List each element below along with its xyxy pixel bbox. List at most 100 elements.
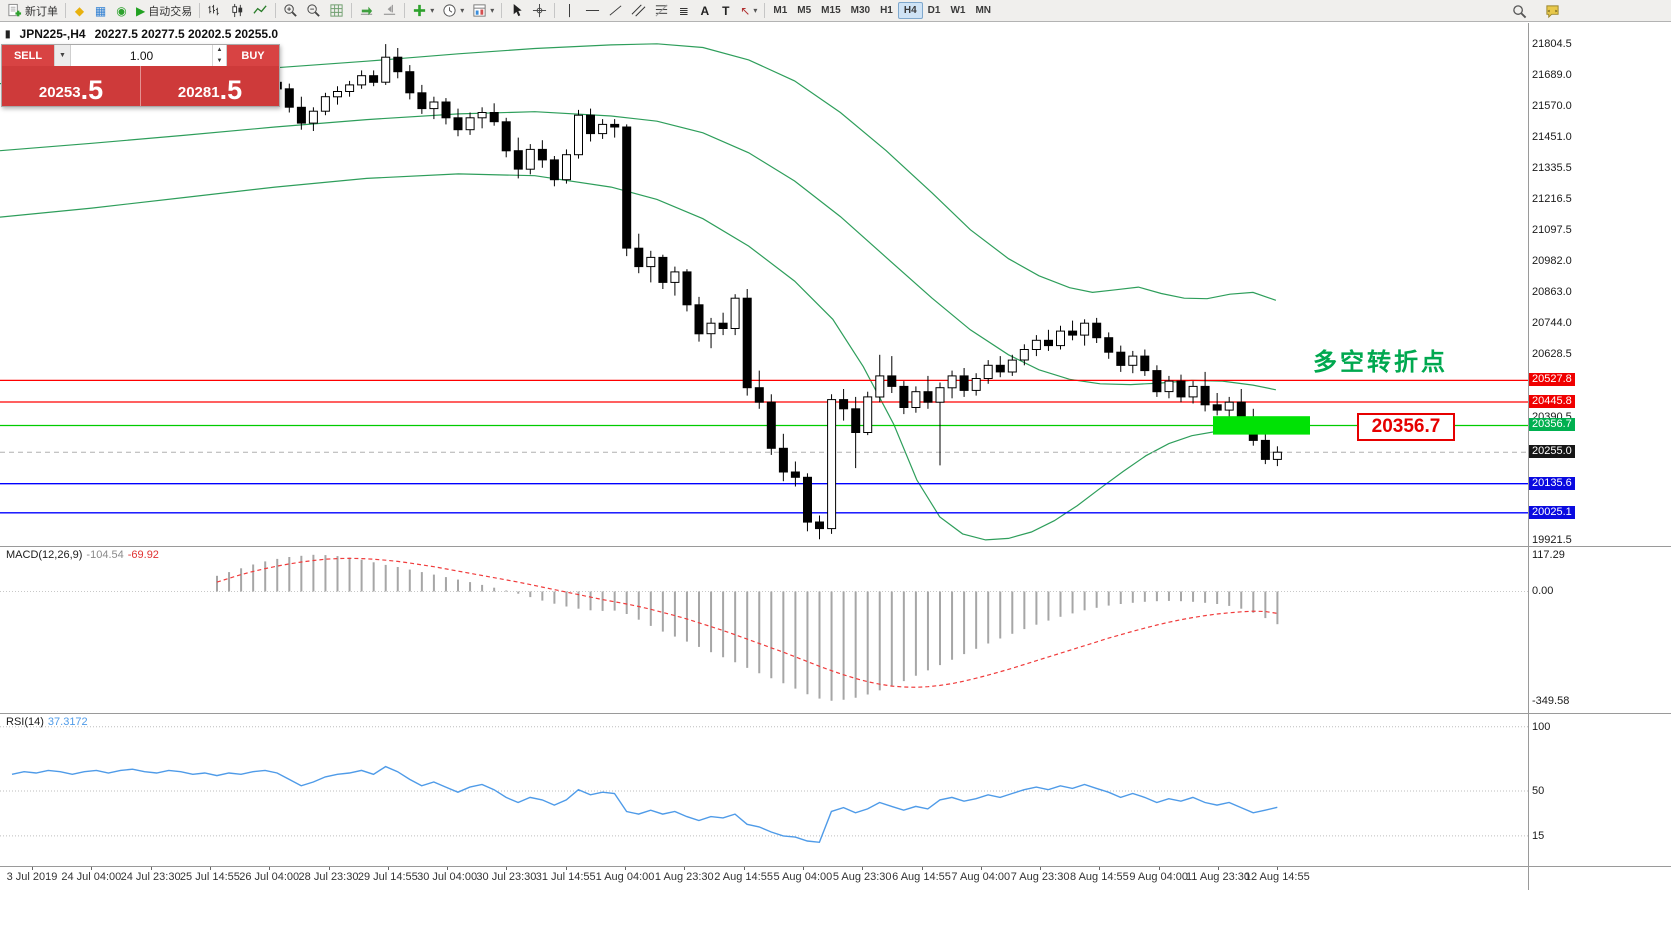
volume-field[interactable]: 1.00 ▲ ▼ xyxy=(71,45,227,66)
timeframe-w1-button[interactable]: W1 xyxy=(945,2,970,19)
zoom-out-button[interactable] xyxy=(302,1,325,20)
market-watch-button[interactable]: ◆ xyxy=(69,1,90,20)
highlight-rect[interactable] xyxy=(1213,416,1310,435)
clock-icon xyxy=(443,4,456,17)
turning-point-annotation[interactable]: 多空转折点 xyxy=(1313,349,1448,376)
periods-button[interactable]: ▾ xyxy=(438,1,468,20)
fibonacci-tool-button[interactable] xyxy=(650,1,673,20)
time-tick xyxy=(684,867,686,870)
time-axis-label: 7 Aug 04:00 xyxy=(951,871,1011,883)
arrows-tool-button[interactable]: ↖ ▾ xyxy=(736,1,761,20)
channel-tool-button[interactable] xyxy=(627,1,650,20)
zoom-out-icon xyxy=(307,4,321,17)
candle xyxy=(525,144,535,175)
candle xyxy=(308,107,318,131)
sell-button[interactable]: SELL xyxy=(2,45,54,66)
candle xyxy=(284,83,294,113)
price-callout-box[interactable]: 20356.7 xyxy=(1357,413,1455,441)
main-chart-canvas[interactable] xyxy=(0,23,1528,546)
pitchfork-tool-button[interactable]: ≣ xyxy=(673,1,694,20)
bar-chart-button[interactable] xyxy=(203,1,226,20)
timeframe-mn-button[interactable]: MN xyxy=(970,2,996,19)
price-axis-label: 20863.0 xyxy=(1532,286,1572,299)
order-type-dropdown[interactable]: ▼ xyxy=(54,45,71,66)
buy-price-button[interactable]: 20281 .5 xyxy=(141,66,279,106)
timeframe-m30-button[interactable]: M30 xyxy=(846,2,875,19)
horizontal-line-tool-button[interactable] xyxy=(581,1,604,20)
sell-price-button[interactable]: 20253 .5 xyxy=(2,66,141,106)
bollinger-lower-band xyxy=(0,173,1276,541)
candle xyxy=(417,84,427,114)
search-icon xyxy=(1513,4,1527,18)
indicators-button[interactable]: ▾ xyxy=(408,1,438,20)
chart-shift-button[interactable] xyxy=(378,1,401,20)
line-chart-button[interactable] xyxy=(249,1,272,20)
time-axis-label: 5 Aug 23:30 xyxy=(832,871,892,883)
candle xyxy=(1019,344,1029,366)
candle xyxy=(935,382,945,466)
price-axis-label: 21097.5 xyxy=(1532,224,1572,237)
line-chart-icon xyxy=(253,5,267,14)
toolbar-separator xyxy=(764,3,766,18)
candle xyxy=(489,103,499,126)
pane-separator[interactable] xyxy=(0,713,1671,714)
label-tool-button[interactable]: T xyxy=(715,1,736,20)
auto-scroll-button[interactable] xyxy=(355,1,378,20)
time-tick xyxy=(1099,867,1101,870)
bollinger-upper-band xyxy=(0,43,1277,301)
time-axis-label: 1 Aug 04:00 xyxy=(595,871,655,883)
volume-spinner[interactable]: ▲ ▼ xyxy=(212,45,226,66)
new-order-button[interactable]: 新订单 xyxy=(3,1,62,20)
vertical-line-tool-button[interactable] xyxy=(558,1,581,20)
trade-panel-price-row: 20253 .5 20281 .5 xyxy=(2,66,279,106)
candle xyxy=(718,312,728,336)
time-tick xyxy=(921,867,923,870)
candle xyxy=(429,96,439,120)
volume-up-icon[interactable]: ▲ xyxy=(216,47,223,54)
timeframe-d1-button[interactable]: D1 xyxy=(923,2,946,19)
search-button[interactable] xyxy=(1508,2,1531,21)
chart-shift-icon xyxy=(384,4,396,15)
candle xyxy=(1068,320,1078,341)
timeframe-m5-button[interactable]: M5 xyxy=(792,2,816,19)
volume-value[interactable]: 1.00 xyxy=(129,48,154,63)
candle xyxy=(1188,381,1198,404)
templates-button[interactable]: ▾ xyxy=(468,1,498,20)
macd-canvas[interactable] xyxy=(0,547,1528,713)
rsi-canvas[interactable] xyxy=(0,714,1528,866)
navigator-button[interactable]: ◉ xyxy=(111,1,132,20)
candle xyxy=(730,294,740,336)
candlestick-chart-button[interactable] xyxy=(226,1,249,20)
timeframe-h1-button[interactable]: H1 xyxy=(875,2,898,19)
timeframe-h4-button[interactable]: H4 xyxy=(897,2,923,19)
time-axis-label: 5 Aug 04:00 xyxy=(773,871,833,883)
candle xyxy=(1272,446,1282,467)
candle xyxy=(1104,332,1114,359)
candle xyxy=(381,44,391,85)
timeframe-m1-button[interactable]: M1 xyxy=(768,2,792,19)
data-window-button[interactable]: ▦ xyxy=(90,1,111,20)
time-tick xyxy=(802,867,804,870)
crosshair-button[interactable] xyxy=(528,1,551,20)
text-tool-button[interactable]: A xyxy=(694,1,715,20)
zoom-in-button[interactable] xyxy=(279,1,302,20)
price-axis-label: 20390.5 xyxy=(1532,410,1572,423)
time-axis-label: 25 Jul 14:55 xyxy=(179,871,240,883)
cursor-button[interactable] xyxy=(505,1,528,20)
autotrading-play-icon: ▶ xyxy=(136,3,146,18)
chat-bubble-icon xyxy=(1546,4,1559,18)
autotrading-button[interactable]: ▶ 自动交易 xyxy=(132,1,196,20)
timeframe-m15-button[interactable]: M15 xyxy=(816,2,845,19)
volume-down-icon[interactable]: ▼ xyxy=(216,57,223,64)
time-axis-label: 26 Jul 04:00 xyxy=(239,871,300,883)
buy-button[interactable]: BUY xyxy=(227,45,279,66)
price-badge: 20025.1 xyxy=(1529,505,1575,519)
candle xyxy=(1044,329,1053,351)
grid-button[interactable] xyxy=(325,1,348,20)
pane-separator[interactable] xyxy=(0,546,1671,547)
candle xyxy=(959,368,969,397)
candle xyxy=(1007,354,1017,376)
community-button[interactable] xyxy=(1541,2,1564,21)
trendline-tool-button[interactable] xyxy=(604,1,627,20)
